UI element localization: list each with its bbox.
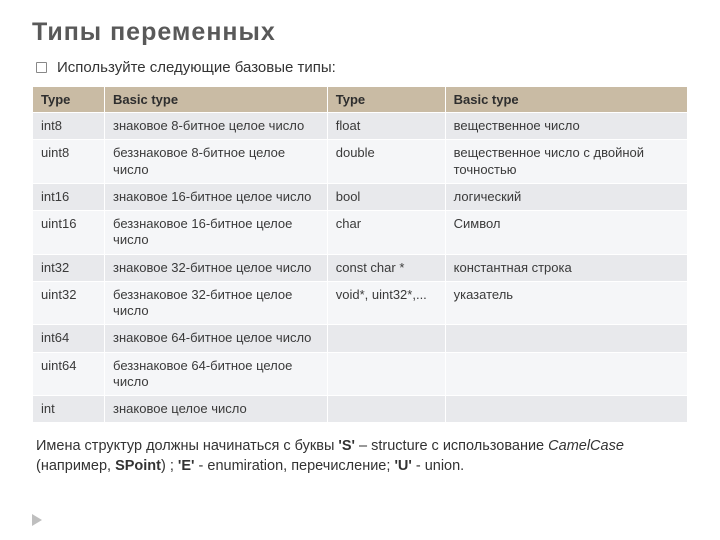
table-cell: указатель [445, 281, 687, 325]
table-cell [327, 396, 445, 423]
table-row: int16знаковое 16-битное целое числоboolл… [33, 183, 688, 210]
table-cell: uint32 [33, 281, 105, 325]
table-cell: uint8 [33, 140, 105, 184]
table-cell: логический [445, 183, 687, 210]
table-cell: знаковое 16-битное целое число [105, 183, 328, 210]
table-cell: Символ [445, 211, 687, 255]
table-head: TypeBasic typeTypeBasic type [33, 87, 688, 113]
table-cell: int32 [33, 254, 105, 281]
table-row: int64знаковое 64-битное целое число [33, 325, 688, 352]
table-cell: uint16 [33, 211, 105, 255]
slide: Типы переменных Используйте следующие ба… [0, 0, 720, 540]
table-cell: void*, uint32*,... [327, 281, 445, 325]
table-cell: знаковое целое число [105, 396, 328, 423]
page-title: Типы переменных [32, 18, 688, 47]
table-row: int32знаковое 32-битное целое числоconst… [33, 254, 688, 281]
table-cell: знаковое 8-битное целое число [105, 113, 328, 140]
table-body: int8знаковое 8-битное целое числоfloatве… [33, 113, 688, 423]
types-table: TypeBasic typeTypeBasic type int8знаково… [32, 86, 688, 423]
table-cell: uint64 [33, 352, 105, 396]
table-cell: int [33, 396, 105, 423]
bullet-icon [36, 62, 47, 73]
table-cell: float [327, 113, 445, 140]
table-cell [445, 325, 687, 352]
table-row: uint32беззнаковое 32-битное целое числоv… [33, 281, 688, 325]
subtitle-row: Используйте следующие базовые типы: [36, 59, 688, 76]
subtitle-text: Используйте следующие базовые типы: [57, 59, 336, 76]
table-header-cell: Type [327, 87, 445, 113]
table-cell: int16 [33, 183, 105, 210]
table-cell: int8 [33, 113, 105, 140]
table-cell [445, 352, 687, 396]
table-cell: вещественное число с двойной точностью [445, 140, 687, 184]
table-cell: беззнаковое 16-битное целое число [105, 211, 328, 255]
table-header-cell: Type [33, 87, 105, 113]
table-cell: double [327, 140, 445, 184]
table-cell [327, 325, 445, 352]
table-cell: константная строка [445, 254, 687, 281]
table-cell: bool [327, 183, 445, 210]
table-cell: беззнаковое 64-битное целое число [105, 352, 328, 396]
table-row: int8знаковое 8-битное целое числоfloatве… [33, 113, 688, 140]
table-cell: беззнаковое 32-битное целое число [105, 281, 328, 325]
table-cell: вещественное число [445, 113, 687, 140]
table-cell [327, 352, 445, 396]
table-cell: знаковое 32-битное целое число [105, 254, 328, 281]
table-cell: int64 [33, 325, 105, 352]
table-cell [445, 396, 687, 423]
footer-note: Имена структур должны начинаться с буквы… [36, 437, 684, 476]
table-row: uint8беззнаковое 8-битное целое числоdou… [33, 140, 688, 184]
table-row: intзнаковое целое число [33, 396, 688, 423]
table-header-row: TypeBasic typeTypeBasic type [33, 87, 688, 113]
table-cell: char [327, 211, 445, 255]
table-cell: const char * [327, 254, 445, 281]
table-header-cell: Basic type [105, 87, 328, 113]
nav-arrow-icon [32, 514, 42, 526]
table-header-cell: Basic type [445, 87, 687, 113]
table-cell: беззнаковое 8-битное целое число [105, 140, 328, 184]
table-row: uint16беззнаковое 16-битное целое числоc… [33, 211, 688, 255]
table-row: uint64беззнаковое 64-битное целое число [33, 352, 688, 396]
table-cell: знаковое 64-битное целое число [105, 325, 328, 352]
